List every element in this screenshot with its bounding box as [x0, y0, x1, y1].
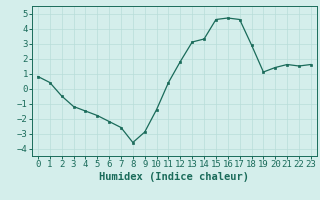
X-axis label: Humidex (Indice chaleur): Humidex (Indice chaleur): [100, 172, 249, 182]
